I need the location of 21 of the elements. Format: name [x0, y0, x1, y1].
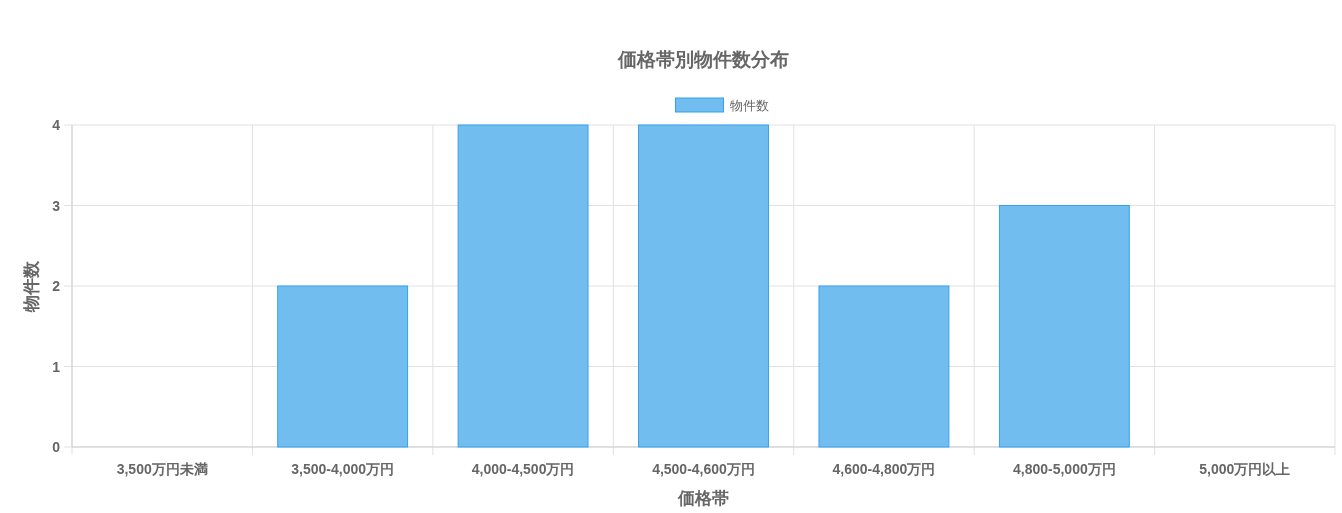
bar: [457, 124, 589, 448]
bar: [638, 124, 769, 448]
bar: [277, 285, 409, 448]
chart-title: 価格帯別物件数分布: [617, 49, 789, 70]
x-tick-label: 4,800-5,000万円: [1012, 461, 1116, 477]
y-tick-label: 1: [52, 358, 61, 375]
bar: [818, 285, 950, 448]
x-tick-label: 4,500-4,600万円: [652, 461, 755, 477]
x-tick-label: 4,000-4,500万円: [471, 461, 575, 477]
legend-label: 物件数: [729, 98, 769, 113]
y-axis-title: 物件数: [22, 259, 41, 313]
x-axis-title: 価格帯: [677, 489, 729, 508]
y-tick-label: 0: [52, 439, 61, 455]
x-tick-label: 5,000万円以上: [1199, 461, 1291, 477]
x-tick-label: 4,600-4,800万円: [832, 461, 936, 477]
x-tick-label: 3,500万円未満: [116, 461, 208, 477]
y-tick-label: 4: [52, 117, 61, 133]
x-tick-label: 3,500-4,000万円: [291, 461, 395, 477]
y-tick-label: 3: [52, 197, 61, 214]
bar: [998, 205, 1130, 448]
y-tick-label: 2: [52, 278, 61, 294]
